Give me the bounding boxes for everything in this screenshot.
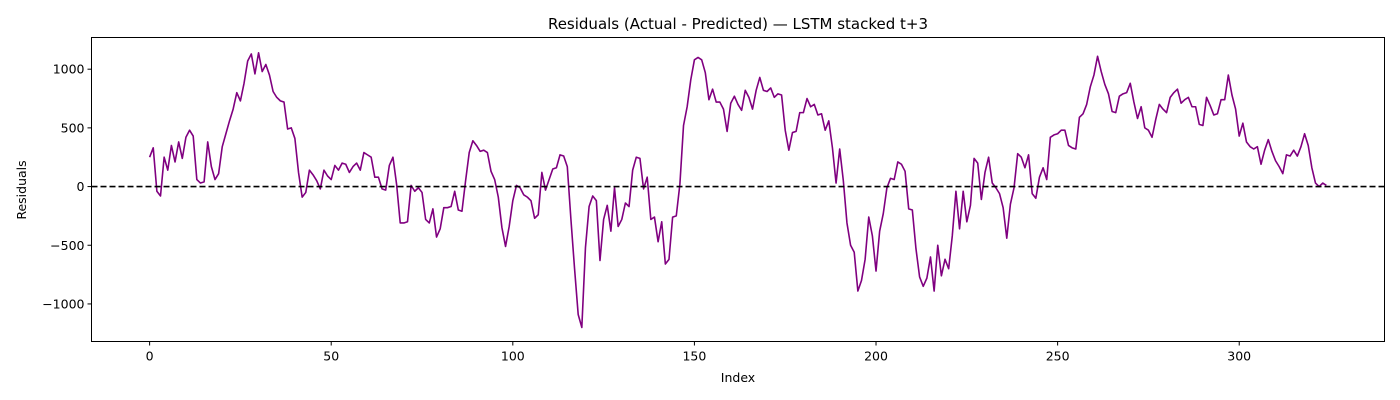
- x-axis-title: Index: [721, 370, 755, 385]
- x-axis-ticks: 0 50 100 150 200 250 300: [146, 341, 1251, 364]
- plot-content: [91, 51, 1385, 329]
- x-tick-label: 150: [682, 349, 706, 364]
- plot-frame: [91, 37, 1385, 342]
- y-tick-label: 1000: [53, 62, 85, 77]
- y-axis-title: Residuals: [14, 160, 29, 219]
- y-tick-label: −1000: [42, 296, 84, 311]
- x-tick-label: 200: [864, 349, 888, 364]
- x-tick-label: 0: [146, 349, 154, 364]
- x-tick-label: 100: [501, 349, 525, 364]
- y-tick-label: 0: [77, 179, 85, 194]
- x-tick-label: 50: [323, 349, 339, 364]
- y-tick-label: −500: [50, 238, 84, 253]
- x-tick-label: 250: [1046, 349, 1070, 364]
- chart-title: Residuals (Actual - Predicted) — LSTM st…: [548, 15, 928, 33]
- y-tick-label: 500: [61, 120, 85, 135]
- x-tick-label: 300: [1227, 349, 1251, 364]
- series-line-1: [148, 51, 1327, 329]
- y-axis-ticks: −1000 −500 0 500 1000: [42, 62, 92, 311]
